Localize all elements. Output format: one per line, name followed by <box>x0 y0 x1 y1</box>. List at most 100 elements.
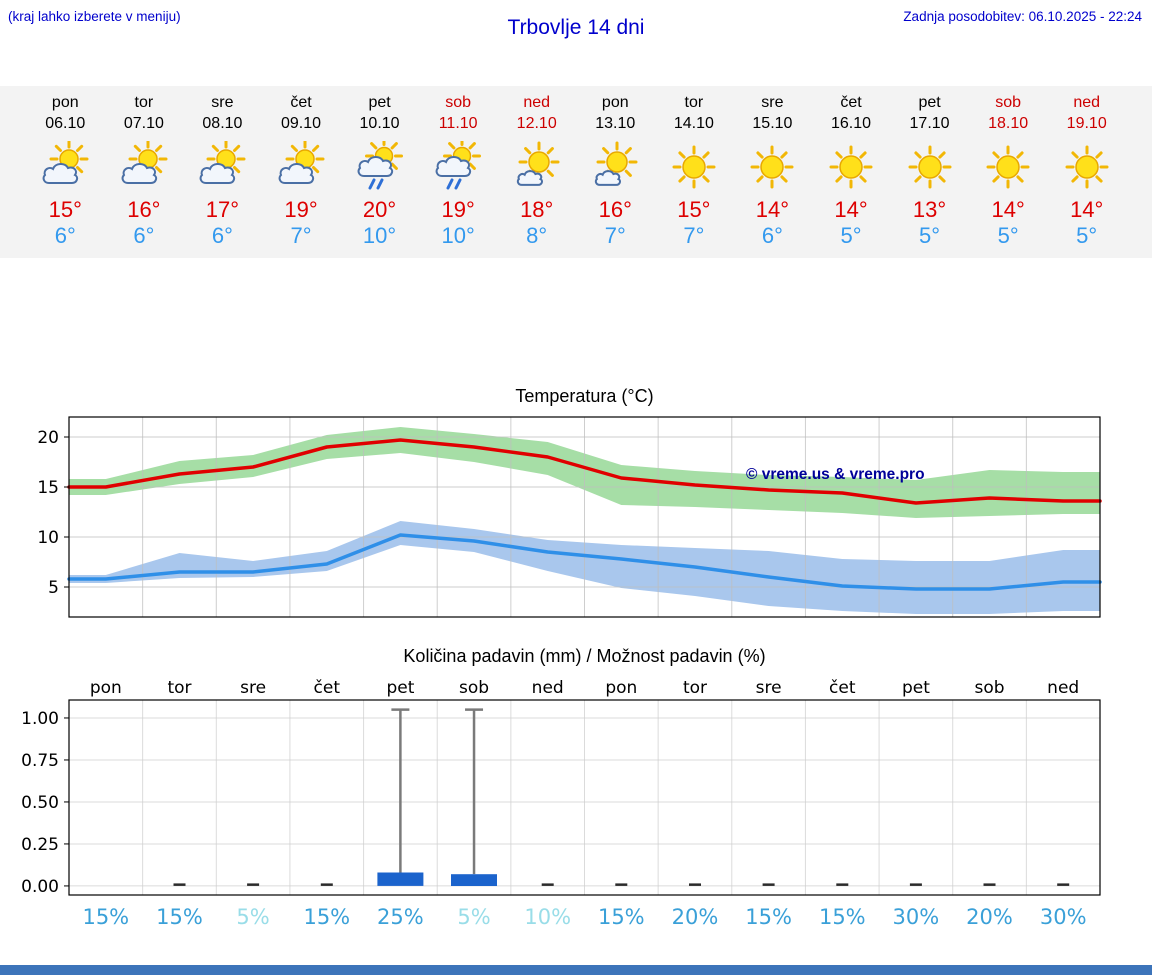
plot-border <box>68 699 1101 896</box>
temperature-chart-title: Temperatura (°C) <box>515 386 654 406</box>
precip-tick <box>689 883 701 886</box>
precip-tick <box>836 883 849 886</box>
svg-text:sre: sre <box>756 678 782 698</box>
precip-probability: 5% <box>236 905 269 929</box>
weather-icon-mostly-sunny <box>576 141 655 193</box>
precip-tick <box>173 883 186 886</box>
svg-text:ned: ned <box>532 678 564 698</box>
grid <box>69 700 1100 895</box>
location-hint: (kraj lahko izberete v meniju) <box>8 9 181 24</box>
footer-bar <box>0 965 1152 975</box>
precip-tick <box>320 883 333 886</box>
svg-text:ned: ned <box>1047 678 1079 698</box>
precip-probability: 30% <box>893 905 940 929</box>
day-date: 19.10 <box>1066 115 1107 132</box>
forecast-day: sre 08.10 17° 6° <box>183 92 262 258</box>
day-date: 17.10 <box>909 115 950 132</box>
svg-text:tor: tor <box>167 678 191 698</box>
weather-icon-sunny <box>812 141 891 193</box>
svg-text:0.75: 0.75 <box>21 751 59 771</box>
high-temp: 19° <box>441 197 475 222</box>
day-name: tor <box>684 94 704 111</box>
high-temp: 14° <box>834 197 868 222</box>
day-name: sre <box>761 94 784 111</box>
day-date: 10.10 <box>359 115 400 132</box>
weather-icon-showers <box>340 137 419 193</box>
day-labels: pon tor sre čet pet sob ned pon tor sre čet pet sob n… <box>90 678 1079 698</box>
precip-probability: 15% <box>745 905 792 929</box>
low-temp: 6° <box>761 223 783 248</box>
whisker <box>465 708 484 875</box>
weather-icon-sunny <box>890 141 969 193</box>
weather-icon-mostly-sunny <box>497 141 576 193</box>
low-temp: 5° <box>919 223 941 248</box>
svg-text:0.25: 0.25 <box>21 835 59 855</box>
forecast-day: pon 13.10 16° 7° <box>576 92 655 258</box>
precip-probability: 30% <box>1040 905 1087 929</box>
low-temp: 8° <box>526 223 548 248</box>
whisker <box>391 708 410 873</box>
high-temp: 19° <box>284 197 318 222</box>
svg-text:pon: pon <box>605 678 637 698</box>
line-min-temperature <box>67 533 1102 591</box>
high-temp: 13° <box>912 197 947 222</box>
y-axis-labels: 5 10 15 20 <box>37 428 69 598</box>
day-date: 14.10 <box>673 115 714 132</box>
precip-probability: 15% <box>303 905 350 929</box>
day-name: ned <box>1073 94 1101 111</box>
low-temp: 10° <box>362 223 397 248</box>
precip-probability: 15% <box>598 905 645 929</box>
weather-icon-sunny <box>1047 141 1126 193</box>
precip-tick <box>762 883 775 886</box>
low-temp: 7° <box>683 223 705 248</box>
high-temp: 14° <box>755 197 790 222</box>
day-date: 16.10 <box>830 115 872 132</box>
precip-probability: 15% <box>819 905 866 929</box>
svg-text:20: 20 <box>37 428 59 448</box>
high-temp: 15° <box>677 197 711 222</box>
precip-tick <box>1057 883 1070 886</box>
precip-tick <box>541 883 554 886</box>
forecast-day: sre 15.10 14° 6° <box>733 92 812 258</box>
svg-text:sob: sob <box>459 678 489 698</box>
low-temp: 5° <box>1076 223 1098 248</box>
high-temp: 16° <box>127 197 161 222</box>
high-temp: 18° <box>520 197 554 222</box>
forecast-day: tor 07.10 16° 6° <box>105 92 184 258</box>
svg-text:5: 5 <box>48 578 59 598</box>
day-name: čet <box>290 94 312 111</box>
day-date: 08.10 <box>202 115 243 132</box>
precip-tick <box>909 883 922 886</box>
day-name: pon <box>51 94 79 111</box>
precip-tick <box>615 883 628 886</box>
precip-tick <box>983 883 996 886</box>
precip-bar <box>451 874 497 886</box>
svg-text:pon: pon <box>90 678 122 698</box>
high-temp: 14° <box>1070 197 1104 222</box>
day-name: čet <box>840 94 862 111</box>
precipitation-chart-title: Količina padavin (mm) / Možnost padavin … <box>403 646 766 666</box>
forecast-strip: pon 06.10 15° 6° tor 07.10 16° 6° sre 08.10 17° 6° č… <box>0 86 1152 258</box>
forecast-day: čet 16.10 14° 5° <box>812 92 891 258</box>
line-max-temperature <box>67 438 1102 505</box>
high-temp: 16° <box>598 197 632 222</box>
low-temp: 7° <box>290 223 312 248</box>
svg-text:sob: sob <box>974 678 1004 698</box>
low-temp: 5° <box>840 223 862 248</box>
last-updated: Zadnja posodobitev: 06.10.2025 - 22:24 <box>903 9 1142 24</box>
temperature-chart: 5 10 15 20 <box>37 416 1102 618</box>
precip-probability: 25% <box>377 905 424 929</box>
day-name: pet <box>918 94 941 111</box>
low-temp: 7° <box>604 223 626 248</box>
svg-text:čet: čet <box>829 678 856 698</box>
forecast-day: pon 06.10 15° 6° <box>26 92 105 258</box>
day-name: sre <box>211 94 234 111</box>
precip-bar <box>377 872 424 886</box>
precipitation-chart: pon tor sre čet pet sob ned pon tor sre čet pet sob n… <box>21 678 1101 929</box>
weather-icon-sunny <box>655 141 734 193</box>
weather-icon-partly-cloudy <box>26 139 105 193</box>
y-axis-labels: 0.00 0.25 0.50 0.75 1.00 <box>21 709 69 897</box>
precip-probability: 10% <box>524 905 571 929</box>
precip-probability: 5% <box>457 905 490 929</box>
precip-probability: 20% <box>672 905 719 929</box>
